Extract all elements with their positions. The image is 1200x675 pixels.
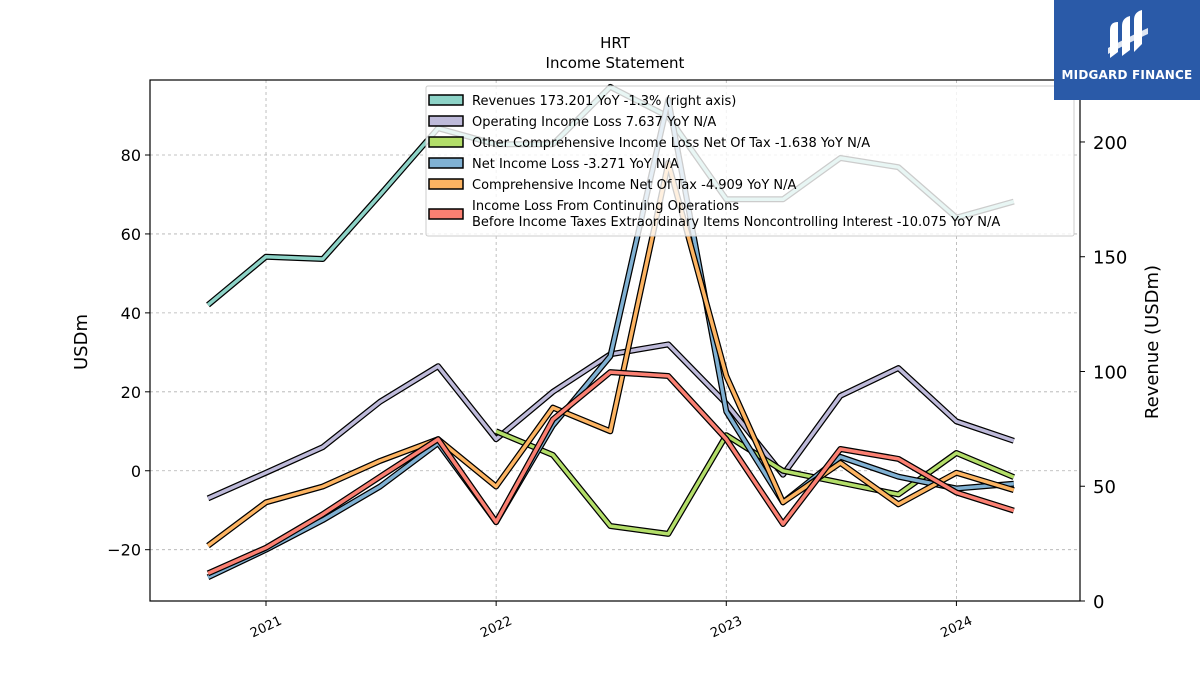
y-left-tick-label: 60: [121, 225, 141, 244]
brand-logo: MIDGARD FINANCE: [1054, 0, 1200, 100]
legend-swatch-2: [428, 136, 464, 148]
legend-swatch-3: [428, 157, 464, 169]
x-tick-label: 2023: [708, 614, 744, 642]
y-left-tick-label: −20: [107, 541, 141, 560]
legend-label-3: Net Income Loss -3.271 YoY N/A: [472, 157, 679, 172]
x-tick-label: 2021: [248, 614, 284, 642]
plot-frame: [149, 79, 1081, 602]
legend: Revenues 173.201 YoY -1.3% (right axis) O…: [425, 85, 1075, 237]
legend-swatch-4: [428, 178, 464, 190]
y-left-tick-label: 0: [131, 462, 141, 481]
chart-subtitle: Income Statement: [546, 54, 685, 72]
y-right-tick-label: 150: [1093, 248, 1127, 269]
legend-box: [425, 85, 1075, 237]
x-tick-label: 2024: [938, 614, 974, 642]
y-right-tick-label: 200: [1093, 133, 1127, 154]
y-axis-right-label: Revenue (USDm): [1142, 265, 1163, 419]
series-line-4: [206, 161, 1015, 548]
y-right-tick-label: 100: [1093, 362, 1127, 383]
y-left-tick-label: 40: [121, 304, 141, 323]
legend-label-5: Income Loss From Continuing Operations: [472, 199, 739, 214]
legend-swatch-5: [428, 208, 464, 220]
y-right-tick-label: 50: [1093, 477, 1116, 498]
x-tick-label: 2022: [478, 614, 514, 642]
legend-label-2: Other Comprehensive Income Loss Net Of T…: [472, 136, 870, 151]
legend-label-1: Operating Income Loss 7.637 YoY N/A: [472, 115, 716, 130]
legend-label-5: Before Income Taxes Extraordinary Items …: [472, 215, 1000, 230]
logo-mark-icon: [1108, 10, 1148, 58]
series-line-3: [207, 97, 1014, 579]
series-layer: [206, 83, 1015, 581]
y-left-tick-label: 80: [121, 146, 141, 165]
y-axis-left-label: USDm: [71, 314, 92, 370]
legend-swatch-1: [428, 115, 464, 127]
y-right-tick-label: 0: [1093, 592, 1104, 613]
logo-text: MIDGARD FINANCE: [1061, 68, 1193, 82]
chart-title: HRT: [600, 34, 631, 52]
legend-label-0: Revenues 173.201 YoY -1.3% (right axis): [472, 94, 736, 109]
legend-label-4: Comprehensive Income Net Of Tax -4.909 Y…: [472, 178, 797, 193]
legend-swatch-0: [428, 94, 464, 106]
series-line-5: [207, 370, 1015, 575]
y-left-tick-label: 20: [121, 383, 141, 402]
